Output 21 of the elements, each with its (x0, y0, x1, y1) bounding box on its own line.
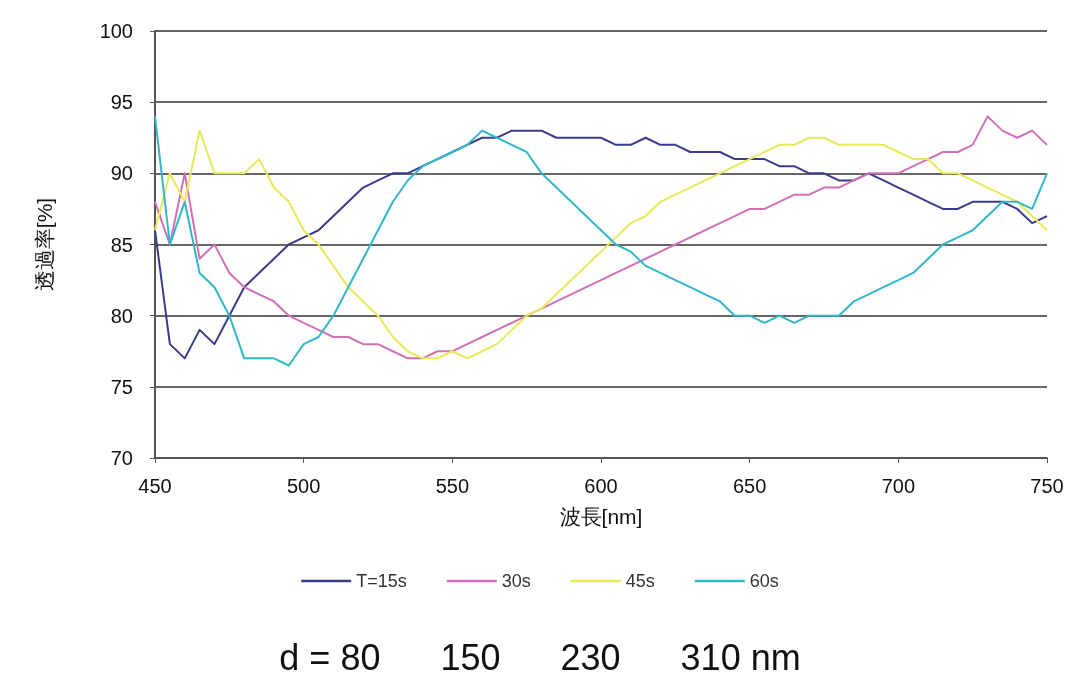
y-tick-label: 90 (110, 162, 133, 185)
y-axis-title: 透過率[%] (33, 197, 56, 292)
y-tick-label: 100 (99, 20, 133, 42)
x-axis-title: 波長[nm] (559, 505, 643, 528)
y-tick-label: 75 (110, 375, 133, 398)
x-tick-label: 700 (881, 475, 916, 497)
x-tick-label: 450 (138, 475, 172, 497)
x-tick-label: 500 (286, 475, 321, 497)
x-tick-label: 600 (584, 475, 618, 497)
x-tick-label: 750 (1030, 475, 1064, 497)
y-tick-label: 70 (110, 447, 133, 469)
legend-label: T=15s (356, 571, 407, 591)
x-tick-label: 550 (435, 475, 470, 497)
x-tick-label: 650 (732, 475, 767, 497)
legend-label: 45s (625, 571, 655, 591)
legend-label: 30s (501, 571, 531, 591)
text: d = 80 150 230 310 nm (279, 636, 801, 678)
y-tick-label: 85 (110, 233, 133, 256)
y-tick-label: 80 (110, 304, 133, 327)
y-tick-label: 95 (110, 91, 133, 114)
legend-label: 60s (749, 571, 779, 591)
